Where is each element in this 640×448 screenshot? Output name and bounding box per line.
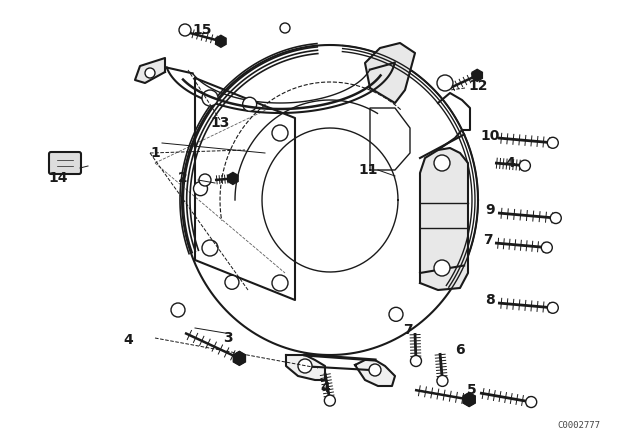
Polygon shape (355, 360, 395, 386)
Circle shape (324, 395, 335, 406)
Text: 4: 4 (320, 381, 330, 395)
Circle shape (193, 182, 207, 196)
Text: 10: 10 (480, 129, 500, 143)
Text: 13: 13 (211, 116, 230, 130)
Text: 7: 7 (483, 233, 493, 247)
Circle shape (434, 260, 450, 276)
Polygon shape (135, 58, 165, 83)
Text: 4: 4 (123, 333, 133, 347)
Polygon shape (365, 43, 415, 103)
Circle shape (437, 375, 448, 386)
Circle shape (389, 307, 403, 321)
Text: 8: 8 (485, 293, 495, 307)
FancyBboxPatch shape (49, 152, 81, 174)
Circle shape (298, 359, 312, 373)
Circle shape (541, 242, 552, 253)
Circle shape (202, 90, 218, 106)
Circle shape (179, 24, 191, 36)
Circle shape (369, 364, 381, 376)
Circle shape (171, 303, 185, 317)
Circle shape (145, 68, 155, 78)
Circle shape (280, 23, 290, 33)
Polygon shape (472, 69, 483, 82)
Circle shape (243, 97, 257, 111)
Circle shape (272, 275, 288, 291)
Text: 6: 6 (455, 343, 465, 357)
Polygon shape (463, 392, 476, 406)
Circle shape (550, 212, 561, 224)
Text: 1: 1 (150, 146, 160, 160)
Circle shape (199, 174, 211, 186)
Circle shape (547, 137, 558, 148)
Text: 4: 4 (505, 156, 515, 170)
Text: 7: 7 (403, 323, 413, 337)
Circle shape (525, 396, 537, 408)
Circle shape (272, 125, 288, 141)
Text: 3: 3 (223, 331, 233, 345)
Text: 5: 5 (467, 383, 477, 397)
Polygon shape (234, 351, 246, 366)
Circle shape (547, 302, 558, 313)
Polygon shape (228, 172, 238, 185)
Text: 2: 2 (178, 171, 188, 185)
Circle shape (410, 355, 422, 366)
Text: 15: 15 (192, 23, 212, 37)
Text: 12: 12 (468, 79, 488, 93)
Circle shape (202, 240, 218, 256)
Text: 11: 11 (358, 163, 378, 177)
Polygon shape (420, 148, 468, 290)
Text: 9: 9 (485, 203, 495, 217)
Polygon shape (216, 35, 226, 47)
Circle shape (437, 75, 453, 91)
Circle shape (225, 275, 239, 289)
Text: C0002777: C0002777 (557, 421, 600, 430)
Polygon shape (286, 355, 325, 380)
Circle shape (520, 160, 531, 171)
Text: 14: 14 (48, 171, 68, 185)
Circle shape (434, 155, 450, 171)
